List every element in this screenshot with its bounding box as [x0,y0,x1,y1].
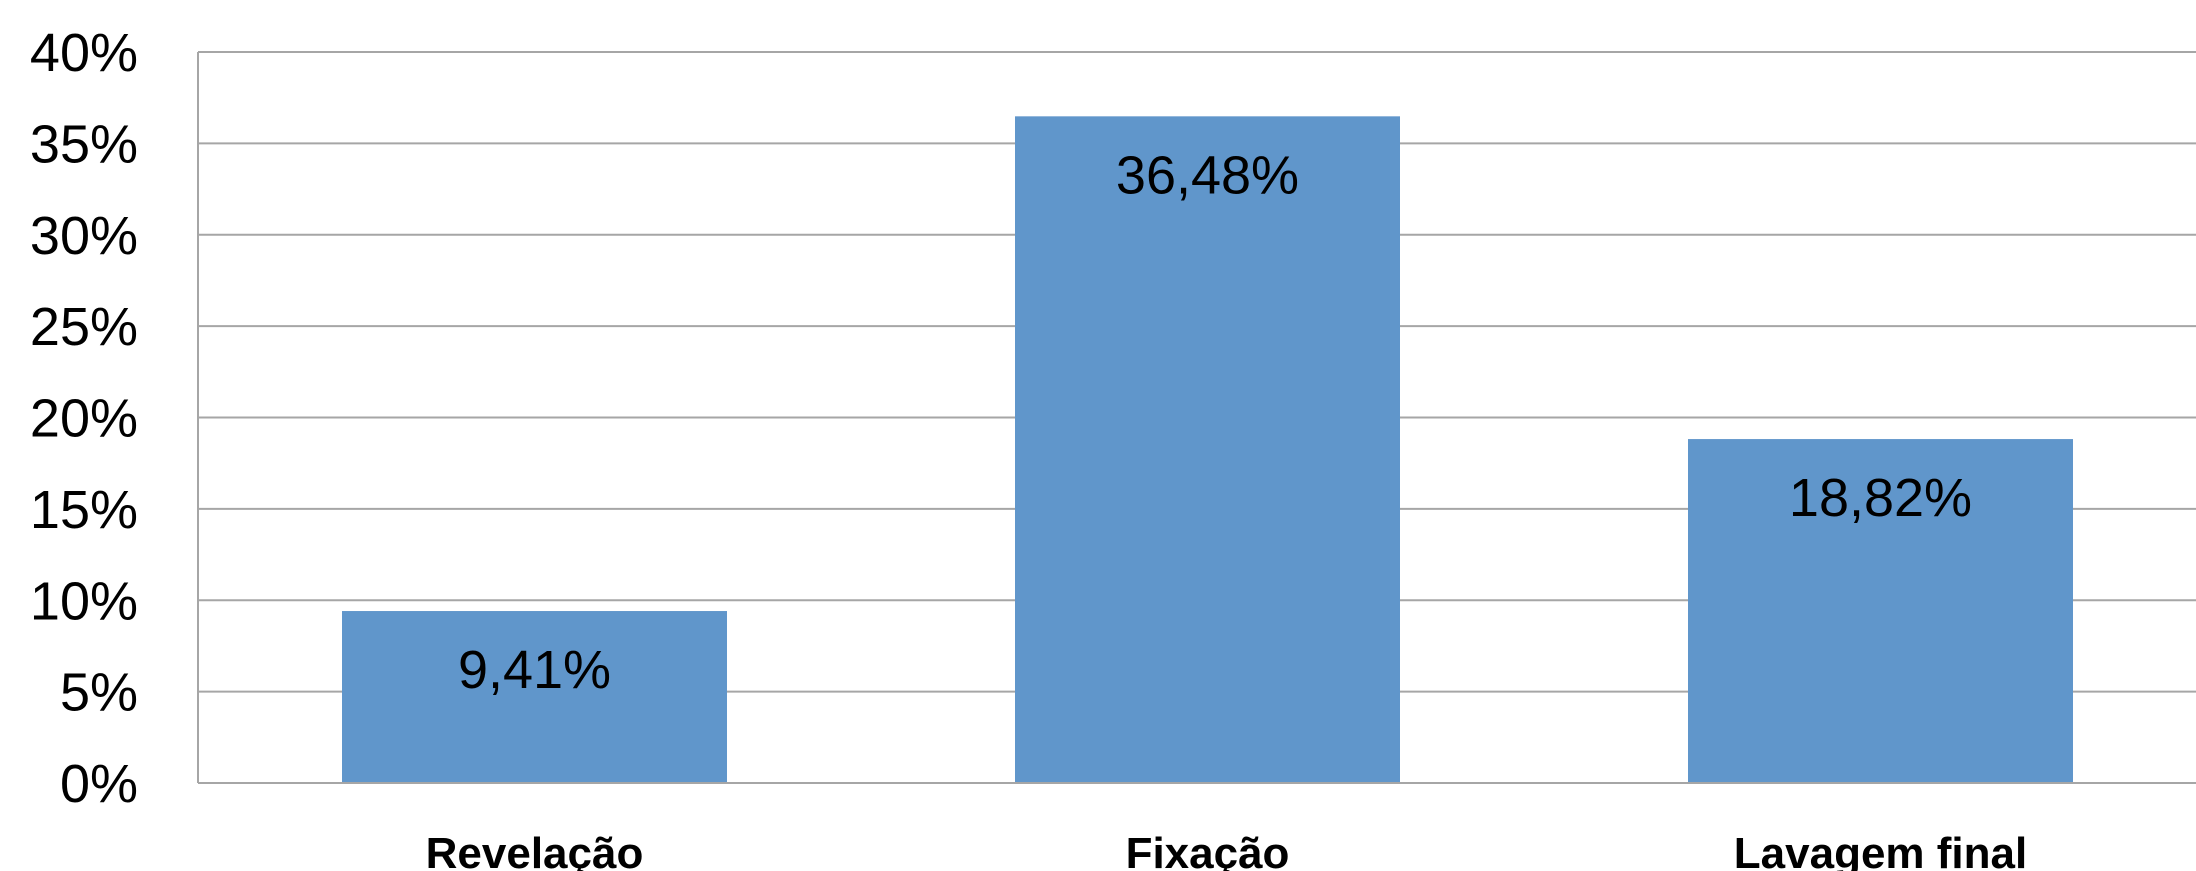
data-label: 36,48% [1116,145,1299,205]
bar [1015,116,1400,783]
y-tick-label: 0% [60,754,138,814]
y-tick-label: 30% [30,206,138,266]
data-label: 18,82% [1789,468,1972,528]
bar [342,611,727,783]
x-tick-label: Lavagem final [1734,829,2027,871]
x-tick-label: Revelação [426,829,644,871]
x-tick-label: Fixação [1126,829,1290,871]
y-tick-label: 15% [30,480,138,540]
y-tick-label: 10% [30,571,138,631]
y-tick-label: 40% [30,23,138,83]
y-axis: 0% 5% 10% 15% 20% 25% 30% 35% 40% [30,23,199,814]
y-tick-label: 25% [30,297,138,357]
bars [342,116,2073,783]
bar [1688,439,2073,783]
x-axis: Revelação Fixação Lavagem final [198,782,2196,871]
data-labels: 9,41% 36,48% 18,82% [458,145,1972,700]
data-label: 9,41% [458,640,611,700]
y-tick-label: 20% [30,389,138,449]
y-tick-label: 35% [30,114,138,174]
y-tick-label: 5% [60,663,138,723]
